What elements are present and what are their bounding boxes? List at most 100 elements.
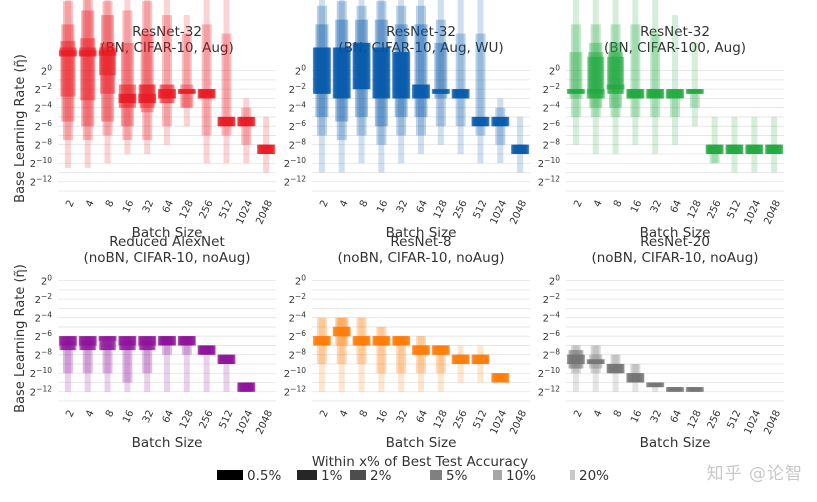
band-mark bbox=[98, 50, 117, 56]
x-tick-label: 128 bbox=[432, 409, 450, 431]
band-mark bbox=[142, 336, 153, 374]
x-tick-label: 4 bbox=[84, 199, 97, 209]
band-mark bbox=[691, 42, 698, 127]
x-tick-label: 128 bbox=[178, 199, 196, 221]
band-mark bbox=[82, 336, 93, 374]
band-mark bbox=[396, 336, 407, 374]
y-tick-label: 2−12 bbox=[538, 175, 560, 189]
legend: Within x% of Best Test Accuracy 0.5% 1% 2% 5… bbox=[217, 454, 609, 484]
y-tick-label: 2−2 bbox=[289, 82, 307, 96]
x-tick-label: 32 bbox=[395, 199, 410, 215]
band-mark bbox=[164, 336, 170, 392]
x-tick-label: 256 bbox=[452, 409, 470, 431]
legend-title: Within x% of Best Test Accuracy bbox=[312, 454, 528, 470]
x-tick-label: 128 bbox=[686, 409, 704, 431]
x-axis-label: Batch Size bbox=[640, 225, 711, 241]
x-tick-label: 2 bbox=[64, 409, 77, 419]
x-tick-label: 64 bbox=[669, 199, 684, 215]
subplot-title: ResNet-32 bbox=[386, 24, 456, 40]
band-mark bbox=[312, 47, 331, 94]
x-tick-label: 16 bbox=[121, 199, 136, 215]
band-mark bbox=[606, 84, 625, 90]
band-mark bbox=[606, 363, 625, 374]
legend-swatch bbox=[350, 470, 366, 480]
band-mark bbox=[352, 336, 371, 346]
band-mark bbox=[217, 354, 236, 364]
band-mark bbox=[372, 336, 391, 346]
x-tick-label: 256 bbox=[198, 409, 216, 431]
band-mark bbox=[372, 47, 391, 99]
y-tick-label: 2−4 bbox=[543, 101, 561, 115]
band-mark bbox=[223, 363, 230, 392]
band-mark bbox=[358, 317, 365, 392]
x-tick-label: 1024 bbox=[489, 409, 510, 437]
band-mark bbox=[457, 345, 464, 383]
band-mark bbox=[177, 336, 196, 346]
legend-swatch bbox=[430, 470, 442, 480]
band-mark bbox=[62, 1, 73, 141]
y-tick-label: 2−6 bbox=[543, 329, 561, 343]
x-tick-label: 256 bbox=[706, 199, 724, 221]
x-tick-label: 128 bbox=[432, 199, 450, 221]
x-tick-label: 512 bbox=[725, 199, 743, 221]
band-mark bbox=[181, 336, 192, 355]
x-tick-label: 2 bbox=[318, 409, 331, 419]
subplot-subtitle: (BN, CIFAR-100, Aug) bbox=[604, 40, 746, 56]
x-axis-label: Batch Size bbox=[132, 435, 203, 451]
y-tick-label: 2−12 bbox=[284, 385, 306, 399]
band-mark bbox=[685, 89, 704, 94]
subplot-subtitle: (noBN, CIFAR-10, noAug) bbox=[337, 250, 504, 266]
band-mark bbox=[666, 387, 684, 392]
x-tick-label: 1024 bbox=[235, 199, 256, 227]
band-mark bbox=[104, 0, 111, 164]
x-tick-label: 2048 bbox=[762, 199, 783, 227]
y-tick-label: 20 bbox=[295, 274, 306, 288]
band-mark bbox=[451, 89, 470, 99]
y-tick-label: 2−4 bbox=[35, 311, 53, 325]
band-mark bbox=[471, 354, 490, 364]
y-tick-label: 2−2 bbox=[543, 292, 561, 306]
band-mark bbox=[98, 336, 117, 341]
band-mark bbox=[670, 98, 680, 117]
x-tick-label: 32 bbox=[649, 409, 664, 425]
band-mark bbox=[221, 33, 232, 136]
band-mark bbox=[142, 1, 153, 141]
x-tick-label: 2048 bbox=[254, 409, 275, 437]
band-mark bbox=[318, 317, 325, 392]
y-tick-label: 2−12 bbox=[30, 175, 52, 189]
y-tick-label: 2−4 bbox=[543, 311, 561, 325]
band-mark bbox=[144, 0, 151, 154]
band-mark bbox=[626, 89, 645, 99]
x-tick-label: 2 bbox=[318, 199, 331, 209]
band-mark bbox=[162, 15, 172, 127]
band-mark bbox=[336, 317, 347, 364]
band-mark bbox=[81, 10, 95, 127]
band-mark bbox=[398, 336, 405, 392]
band-mark bbox=[572, 345, 579, 392]
band-mark bbox=[650, 33, 661, 117]
band-mark bbox=[124, 0, 131, 154]
band-mark bbox=[122, 10, 133, 141]
x-tick-label: 64 bbox=[415, 409, 430, 425]
band-mark bbox=[457, 0, 464, 154]
x-tick-label: 512 bbox=[217, 409, 235, 431]
band-mark bbox=[725, 144, 744, 154]
band-mark bbox=[201, 24, 212, 136]
y-tick-label: 20 bbox=[41, 274, 52, 288]
band-mark bbox=[685, 387, 704, 392]
band-mark bbox=[183, 15, 190, 127]
y-tick-label: 2−10 bbox=[538, 366, 560, 380]
band-mark bbox=[237, 116, 256, 127]
x-tick-label: 512 bbox=[725, 409, 743, 431]
x-tick-label: 16 bbox=[375, 199, 390, 215]
band-mark bbox=[82, 0, 93, 141]
band-mark bbox=[612, 354, 619, 392]
band-mark bbox=[592, 345, 599, 392]
band-mark bbox=[745, 144, 764, 154]
band-mark bbox=[435, 19, 446, 127]
band-mark bbox=[177, 89, 196, 94]
subplot-title: ResNet-32 bbox=[132, 24, 202, 40]
y-tick-label: 20 bbox=[549, 274, 560, 288]
band-mark bbox=[164, 0, 170, 145]
y-tick-label: 2−4 bbox=[35, 101, 53, 115]
